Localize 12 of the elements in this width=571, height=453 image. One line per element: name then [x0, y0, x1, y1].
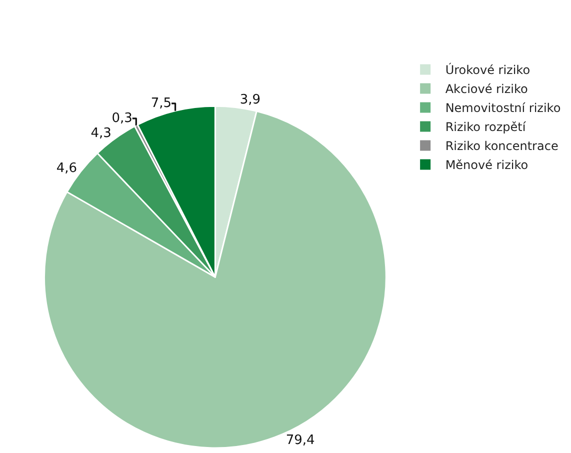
- legend-label: Úrokové riziko: [445, 62, 530, 78]
- data-label: 0,3: [112, 110, 132, 126]
- data-label: 7,5: [150, 96, 172, 111]
- data-label: 4,6: [56, 161, 78, 176]
- legend-label: Měnové riziko: [445, 158, 528, 172]
- data-label: 3,9: [240, 92, 261, 108]
- legend-label: Nemovitostní riziko: [445, 101, 561, 116]
- legend-label: Riziko koncentrace: [445, 139, 558, 154]
- data-label: 79,4: [286, 433, 315, 448]
- data-label: 4,3: [90, 126, 112, 141]
- legend-label: Akciové riziko: [445, 82, 528, 96]
- legend-label: Riziko rozpětí: [445, 120, 526, 134]
